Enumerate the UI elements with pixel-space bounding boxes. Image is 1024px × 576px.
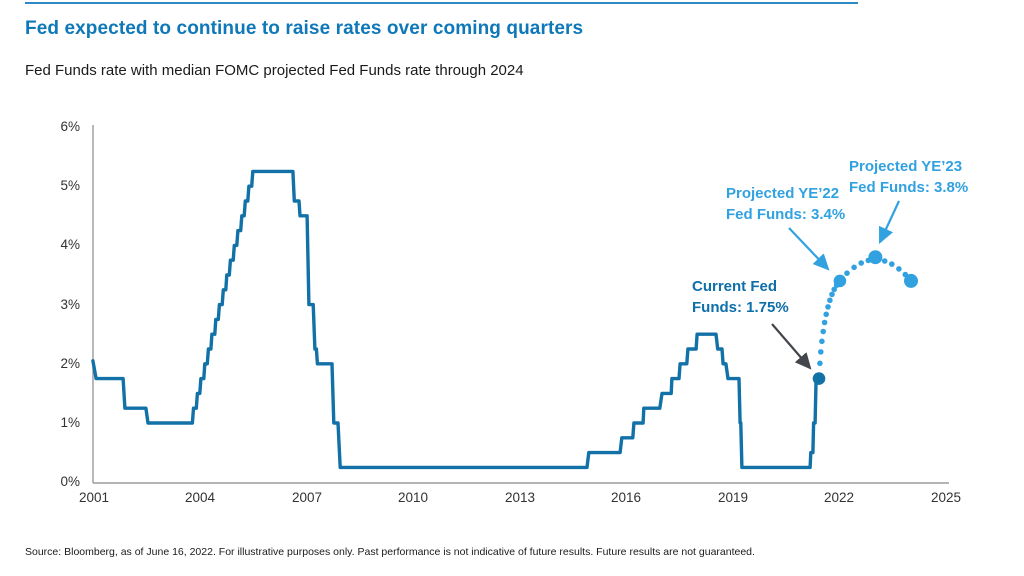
x-axis-tick-label: 2016 xyxy=(610,490,642,505)
page-title: Fed expected to continue to raise rates … xyxy=(25,18,584,39)
projection-dot xyxy=(820,328,826,335)
y-axis-tick-label: 6% xyxy=(60,119,80,134)
projection-dot xyxy=(817,360,823,367)
projection-dot xyxy=(829,291,835,298)
x-axis-tick-label: 2013 xyxy=(504,490,536,505)
projected-ye23-point xyxy=(868,250,883,265)
projected-ye23-arrow-icon xyxy=(879,200,900,244)
top-accent-rule xyxy=(25,2,858,4)
x-axis-tick-label: 2001 xyxy=(78,490,110,505)
projection-dot xyxy=(818,349,824,355)
y-axis-tick-label: 5% xyxy=(60,178,80,193)
projected-ye22-point xyxy=(833,274,847,288)
y-axis-tick-label: 0% xyxy=(60,474,80,489)
projection-dot xyxy=(881,258,888,264)
annotation-line: Fed Funds: 3.4% xyxy=(726,206,846,223)
projection-dot xyxy=(821,319,828,326)
fomc-projection-dots xyxy=(812,250,918,385)
current-fed-funds-arrow-icon xyxy=(771,323,812,370)
annotation-line: Fed Funds: 3.8% xyxy=(849,179,969,196)
projection-dot xyxy=(823,311,829,318)
projected-ye24-point xyxy=(904,273,918,288)
history-line xyxy=(91,169,821,470)
x-axis-tick-label: 2010 xyxy=(397,490,429,505)
projection-dot xyxy=(858,260,864,266)
page-subtitle: Fed Funds rate with median FOMC projecte… xyxy=(25,62,524,79)
annotation-line: Projected YE’22 xyxy=(726,185,840,202)
projection-dot xyxy=(825,304,831,310)
annotation-current-fed-funds: Current Fed Funds: 1.75% xyxy=(692,276,789,318)
annotation-projected-ye22: Projected YE’22 Fed Funds: 3.4% xyxy=(726,183,845,225)
projection-dot xyxy=(889,261,895,267)
projection-dot xyxy=(844,270,850,277)
projection-dot xyxy=(851,264,857,271)
y-axis-tick-label: 2% xyxy=(60,356,80,371)
x-axis-tick-label: 2022 xyxy=(823,490,855,505)
current-fed-funds-point xyxy=(812,372,826,385)
projection-dot xyxy=(819,338,825,345)
annotation-line: Current Fed xyxy=(692,278,778,295)
annotation-line: Funds: 1.75% xyxy=(692,299,789,316)
projection-dot xyxy=(896,266,902,272)
fed-funds-history-line xyxy=(91,169,821,470)
y-axis-tick-label: 4% xyxy=(60,237,80,252)
annotation-line: Projected YE’23 xyxy=(849,158,963,175)
projection-dot xyxy=(831,286,837,293)
y-axis-tick-label: 1% xyxy=(60,415,80,430)
source-note: Source: Bloomberg, as of June 16, 2022. … xyxy=(25,546,755,558)
x-axis-tick-label: 2019 xyxy=(717,490,749,505)
projection-dot xyxy=(827,297,833,304)
y-axis-tick-label: 3% xyxy=(60,297,80,312)
projected-ye22-arrow-icon xyxy=(788,227,830,271)
annotation-projected-ye23: Projected YE’23 Fed Funds: 3.8% xyxy=(849,156,968,198)
x-axis-tick-label: 2004 xyxy=(184,490,216,505)
x-axis-tick-label: 2025 xyxy=(930,490,962,505)
x-axis-tick-label: 2007 xyxy=(291,490,323,505)
